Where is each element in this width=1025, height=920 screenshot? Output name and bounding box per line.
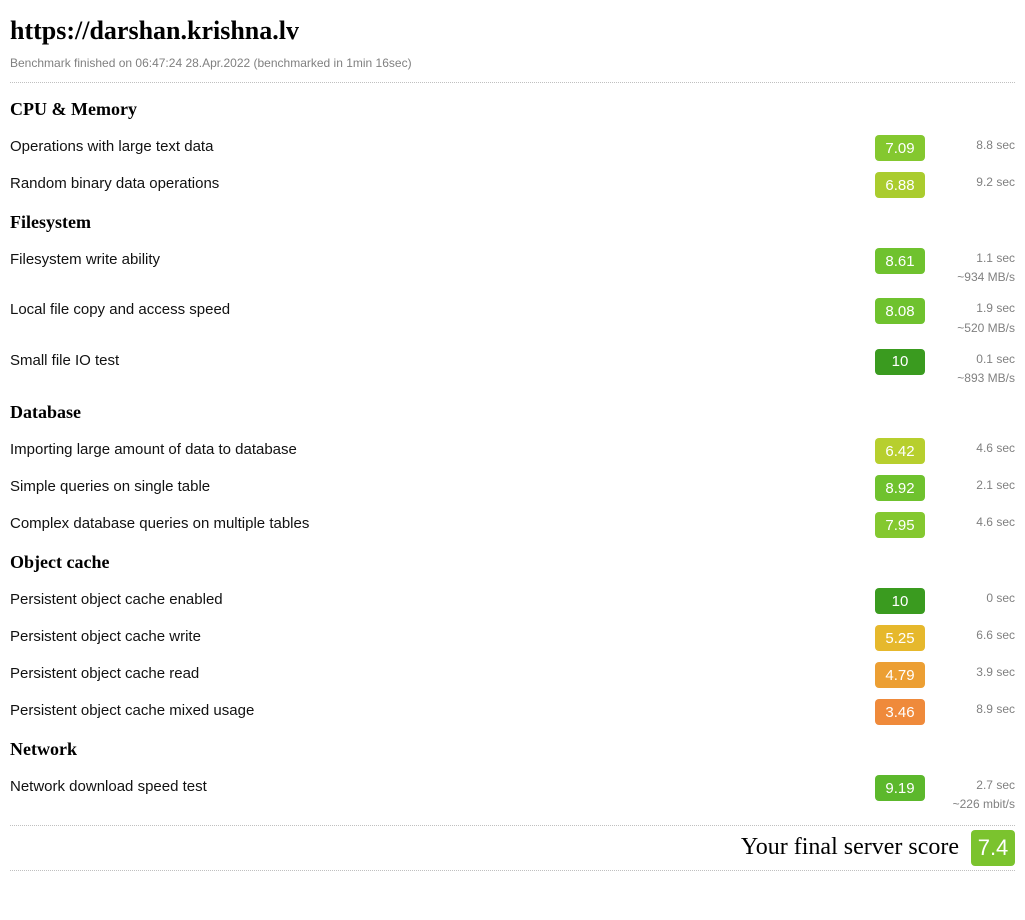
benchmark-row: Network download speed test9.192.7 sec~2… [10,774,1015,814]
benchmark-meta: 0 sec [931,587,1015,608]
score-badge: 7.95 [875,512,925,538]
benchmark-row: Operations with large text data7.09 8.8 s… [10,134,1015,161]
benchmark-label: Importing large amount of data to databa… [10,437,875,458]
benchmark-row: Local file copy and access speed8.081.9 … [10,297,1015,337]
final-score-row: Your final server score 7.4 [10,830,1015,866]
score-badge: 10 [875,349,925,375]
final-score-label: Your final server score [741,834,959,861]
section-heading: Filesystem [10,212,1015,233]
benchmark-meta: 9.2 sec [931,171,1015,192]
benchmark-row: Random binary data operations6.88 9.2 sec [10,171,1015,198]
benchmark-row: Small file IO test100.1 sec~893 MB/s [10,348,1015,388]
benchmark-meta: 8.9 sec [931,698,1015,719]
divider [10,870,1015,871]
score-badge: 7.09 [875,135,925,161]
benchmark-meta: 1.9 sec~520 MB/s [931,297,1015,337]
benchmark-row: Complex database queries on multiple tab… [10,511,1015,538]
benchmark-time: 2.1 sec [931,476,1015,495]
benchmark-meta: 3.9 sec [931,661,1015,682]
benchmark-meta: 4.6 sec [931,437,1015,458]
benchmark-label: Persistent object cache write [10,624,875,645]
benchmark-throughput: ~934 MB/s [931,268,1015,287]
benchmark-time: 3.9 sec [931,663,1015,682]
benchmark-meta: 4.6 sec [931,511,1015,532]
score-badge: 4.79 [875,662,925,688]
score-badge: 8.92 [875,475,925,501]
benchmark-time: 2.7 sec [931,776,1015,795]
benchmark-label: Filesystem write ability [10,247,875,268]
benchmark-label: Persistent object cache enabled [10,587,875,608]
benchmark-subtitle: Benchmark finished on 06:47:24 28.Apr.20… [10,56,1015,70]
score-badge: 10 [875,588,925,614]
benchmark-meta: 8.8 sec [931,134,1015,155]
benchmark-throughput: ~893 MB/s [931,369,1015,388]
benchmark-time: 9.2 sec [931,173,1015,192]
benchmark-time: 0 sec [931,589,1015,608]
section-heading: Database [10,402,1015,423]
score-badge: 9.19 [875,775,925,801]
benchmark-label: Local file copy and access speed [10,297,875,318]
score-badge: 3.46 [875,699,925,725]
final-score-badge: 7.4 [971,830,1015,866]
benchmark-label: Random binary data operations [10,171,875,192]
benchmark-time: 1.1 sec [931,249,1015,268]
sections-container: CPU & Memory Operations with large text d… [10,99,1015,815]
benchmark-time: 4.6 sec [931,513,1015,532]
benchmark-meta: 1.1 sec~934 MB/s [931,247,1015,287]
benchmark-label: Persistent object cache mixed usage [10,698,875,719]
section-heading: CPU & Memory [10,99,1015,120]
benchmark-meta: 2.1 sec [931,474,1015,495]
benchmark-time: 8.8 sec [931,136,1015,155]
benchmark-row: Persistent object cache enabled10 0 sec [10,587,1015,614]
benchmark-meta: 2.7 sec~226 mbit/s [931,774,1015,814]
benchmark-time: 1.9 sec [931,299,1015,318]
benchmark-row: Filesystem write ability8.611.1 sec~934 … [10,247,1015,287]
benchmark-throughput: ~520 MB/s [931,319,1015,338]
benchmark-label: Simple queries on single table [10,474,875,495]
benchmark-row: Importing large amount of data to databa… [10,437,1015,464]
benchmark-meta: 0.1 sec~893 MB/s [931,348,1015,388]
benchmark-label: Network download speed test [10,774,875,795]
benchmark-time: 0.1 sec [931,350,1015,369]
benchmark-time: 4.6 sec [931,439,1015,458]
section-heading: Network [10,739,1015,760]
benchmark-row: Persistent object cache mixed usage3.46 8… [10,698,1015,725]
page-title: https://darshan.krishna.lv [10,16,1015,46]
benchmark-throughput: ~226 mbit/s [931,795,1015,814]
benchmark-time: 6.6 sec [931,626,1015,645]
score-badge: 6.88 [875,172,925,198]
benchmark-label: Small file IO test [10,348,875,369]
benchmark-label: Operations with large text data [10,134,875,155]
score-badge: 5.25 [875,625,925,651]
divider [10,825,1015,826]
score-badge: 8.08 [875,298,925,324]
benchmark-meta: 6.6 sec [931,624,1015,645]
divider [10,82,1015,83]
score-badge: 8.61 [875,248,925,274]
benchmark-row: Simple queries on single table8.92 2.1 se… [10,474,1015,501]
benchmark-row: Persistent object cache read4.79 3.9 sec [10,661,1015,688]
benchmark-time: 8.9 sec [931,700,1015,719]
benchmark-row: Persistent object cache write5.25 6.6 sec [10,624,1015,651]
score-badge: 6.42 [875,438,925,464]
benchmark-label: Persistent object cache read [10,661,875,682]
benchmark-label: Complex database queries on multiple tab… [10,511,875,532]
section-heading: Object cache [10,552,1015,573]
